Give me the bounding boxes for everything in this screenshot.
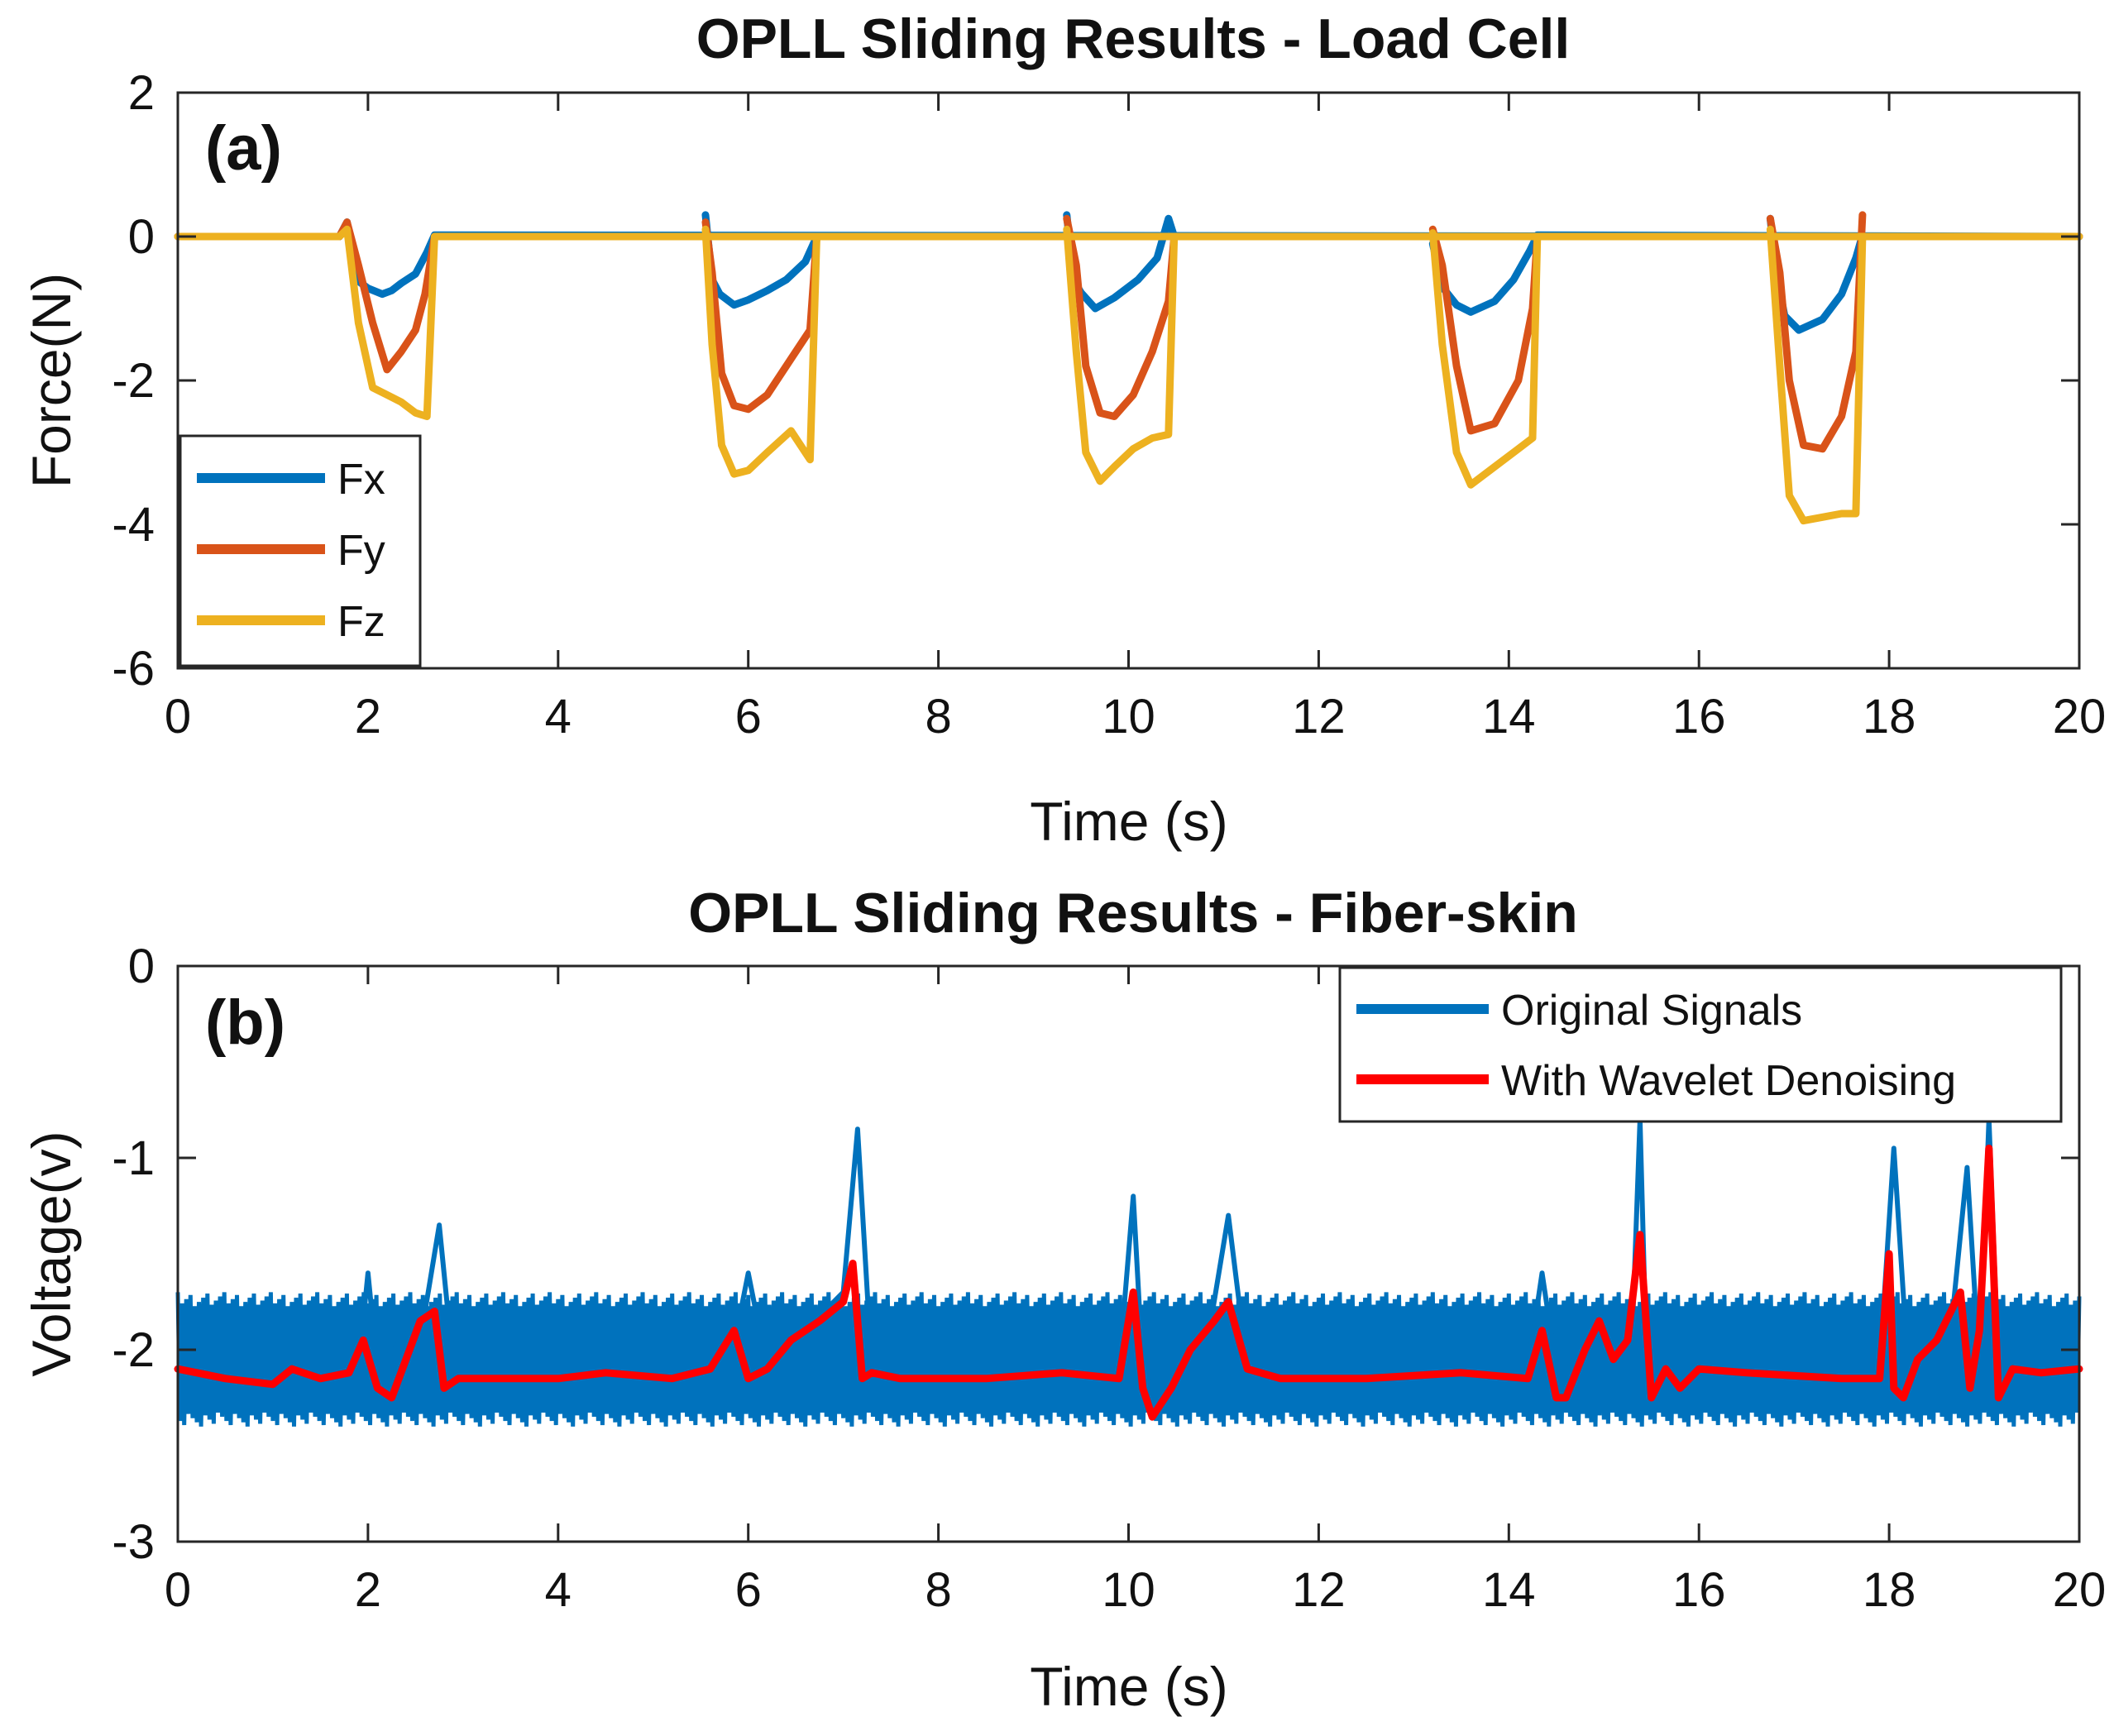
chart-a-x-tick-label: 2	[355, 690, 381, 744]
legend-label-fy: Fy	[337, 527, 385, 575]
chart-b-x-tick-label: 10	[1102, 1563, 1155, 1617]
chart-a-x-tick-label: 18	[1863, 690, 1916, 744]
chart-b-title: OPLL Sliding Results - Fiber-skin	[688, 882, 1578, 945]
chart-b-panel-label: (b)	[205, 988, 285, 1058]
legend-label-wavelet-denoising: With Wavelet Denoising	[1501, 1057, 1956, 1105]
chart-a-plot-area	[174, 211, 2083, 525]
chart-a-ticks: 0 2 4 6 8 10 12 14 16 18 20 -6 -4 -2 0 2	[112, 66, 2106, 744]
chart-b-x-tick-label: 12	[1292, 1563, 1346, 1617]
chart-b-x-tick-label: 4	[545, 1563, 572, 1617]
chart-a-legend: Fx Fy Fz	[179, 434, 422, 667]
chart-a-x-tick-label: 20	[2053, 690, 2107, 744]
chart-a-x-tick-label: 12	[1292, 690, 1346, 744]
chart-a-title: OPLL Sliding Results - Load Cell	[696, 7, 1571, 70]
chart-b-y-tick-label: -2	[112, 1323, 155, 1377]
chart-a-y-tick-label: -4	[112, 498, 155, 552]
chart-a-axes-box	[176, 91, 2081, 670]
legend-label-fx: Fx	[337, 456, 385, 504]
chart-a-x-tick-label: 4	[545, 690, 572, 744]
chart-b-x-tick-label: 20	[2053, 1563, 2107, 1617]
chart-a-y-tick-label: -6	[112, 642, 155, 696]
chart-a-x-axis-label: Time (s)	[1030, 791, 1228, 852]
chart-a-y-axis-label: Force(N)	[21, 273, 82, 488]
chart-b-y-tick-label: 0	[128, 940, 155, 993]
chart-a-x-tick-label: 16	[1672, 690, 1726, 744]
chart-b-x-tick-label: 18	[1863, 1563, 1916, 1617]
legend-label-fz: Fz	[337, 598, 385, 646]
chart-b-plot-area	[174, 1117, 2083, 1427]
chart-b-legend: Original Signals With Wavelet Denoising	[1338, 966, 2063, 1123]
chart-b-y-axis-label: Voltage(v)	[21, 1131, 82, 1376]
chart-b-x-axis-label: Time (s)	[1030, 1656, 1228, 1717]
chart-b-x-tick-label: 8	[925, 1563, 951, 1617]
chart-a-y-tick-label: 2	[128, 66, 155, 120]
chart-a-series-line-fy	[174, 211, 2083, 453]
panel-a: OPLL Sliding Results - Load Cell 0 2 4 6 8 10…	[21, 7, 2106, 852]
panel-b: OPLL Sliding Results - Fiber-skin 0 2 4 6 8 1…	[21, 882, 2106, 1717]
chart-a-x-tick-label: 8	[925, 690, 951, 744]
legend-label-original-signals: Original Signals	[1501, 987, 1802, 1035]
chart-a-y-tick-label: 0	[128, 210, 155, 264]
chart-b-x-tick-label: 6	[735, 1563, 762, 1617]
chart-a-x-tick-label: 14	[1482, 690, 1536, 744]
chart-a-series-line-fx	[174, 211, 2083, 334]
chart-a-series-line-fz	[174, 225, 2083, 525]
chart-b-x-tick-label: 2	[355, 1563, 381, 1617]
chart-b-series-line-with-wavelet-denoising	[174, 1144, 2083, 1421]
chart-a-x-tick-label: 0	[165, 690, 191, 744]
chart-b-x-tick-label: 14	[1482, 1563, 1536, 1617]
chart-b-x-tick-label: 16	[1672, 1563, 1726, 1617]
chart-b-x-tick-label: 0	[165, 1563, 191, 1617]
chart-b-y-tick-label: -3	[112, 1515, 155, 1569]
chart-a-x-tick-label: 6	[735, 690, 762, 744]
chart-a-panel-label: (a)	[205, 113, 282, 184]
chart-b-y-tick-label: -1	[112, 1131, 155, 1185]
chart-a-y-tick-label: -2	[112, 354, 155, 408]
chart-a-x-tick-label: 10	[1102, 690, 1155, 744]
chart-b-legend-box	[1338, 966, 2063, 1123]
